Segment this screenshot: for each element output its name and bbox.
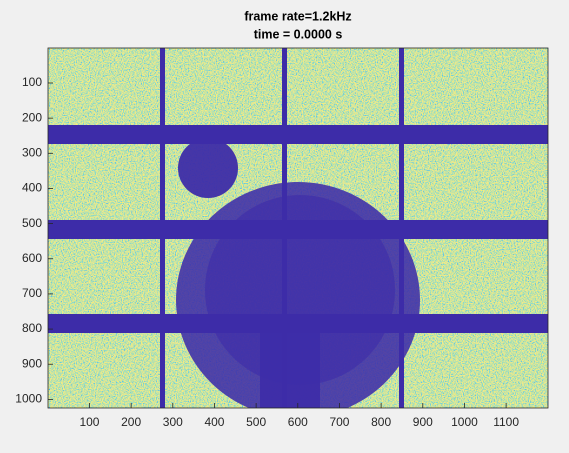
figure: frame rate=1.2kHz time = 0.0000 s 100 200… [0, 0, 569, 453]
y-tick-label: 600 [22, 251, 42, 265]
y-tick-label: 200 [22, 110, 42, 124]
x-tick-label: 900 [413, 415, 433, 429]
dark-column [282, 48, 287, 408]
x-tick-label: 500 [246, 415, 266, 429]
x-tick-label: 700 [329, 415, 349, 429]
y-tick-label: 300 [22, 145, 42, 159]
dark-column [399, 48, 404, 408]
dark-band [48, 125, 548, 144]
y-tick-label: 900 [22, 356, 42, 370]
y-tick-label: 500 [22, 216, 42, 230]
dark-band [48, 314, 548, 333]
dark-spot [178, 138, 238, 198]
x-tick-label: 600 [288, 415, 308, 429]
y-tick-label: 100 [22, 75, 42, 89]
y-tick-label: 700 [22, 286, 42, 300]
dark-column [160, 48, 165, 408]
y-tick-label: 1000 [15, 392, 42, 406]
x-tick-label: 300 [163, 415, 183, 429]
x-tick-label: 800 [371, 415, 391, 429]
dark-stem [260, 330, 320, 410]
x-tick-label: 1100 [493, 415, 519, 429]
x-tick-label: 1000 [451, 415, 478, 429]
dark-band [48, 220, 548, 239]
image [48, 48, 548, 418]
y-tick-label: 400 [22, 181, 42, 195]
x-tick-label: 200 [121, 415, 141, 429]
page: {"chart_data": {"type": "image", "title"… [0, 0, 569, 453]
x-tick-label: 100 [79, 415, 99, 429]
chart-subtitle: time = 0.0000 s [254, 27, 343, 41]
y-tick-label: 800 [22, 321, 42, 335]
x-tick-label: 400 [204, 415, 224, 429]
chart-title: frame rate=1.2kHz [244, 9, 351, 23]
